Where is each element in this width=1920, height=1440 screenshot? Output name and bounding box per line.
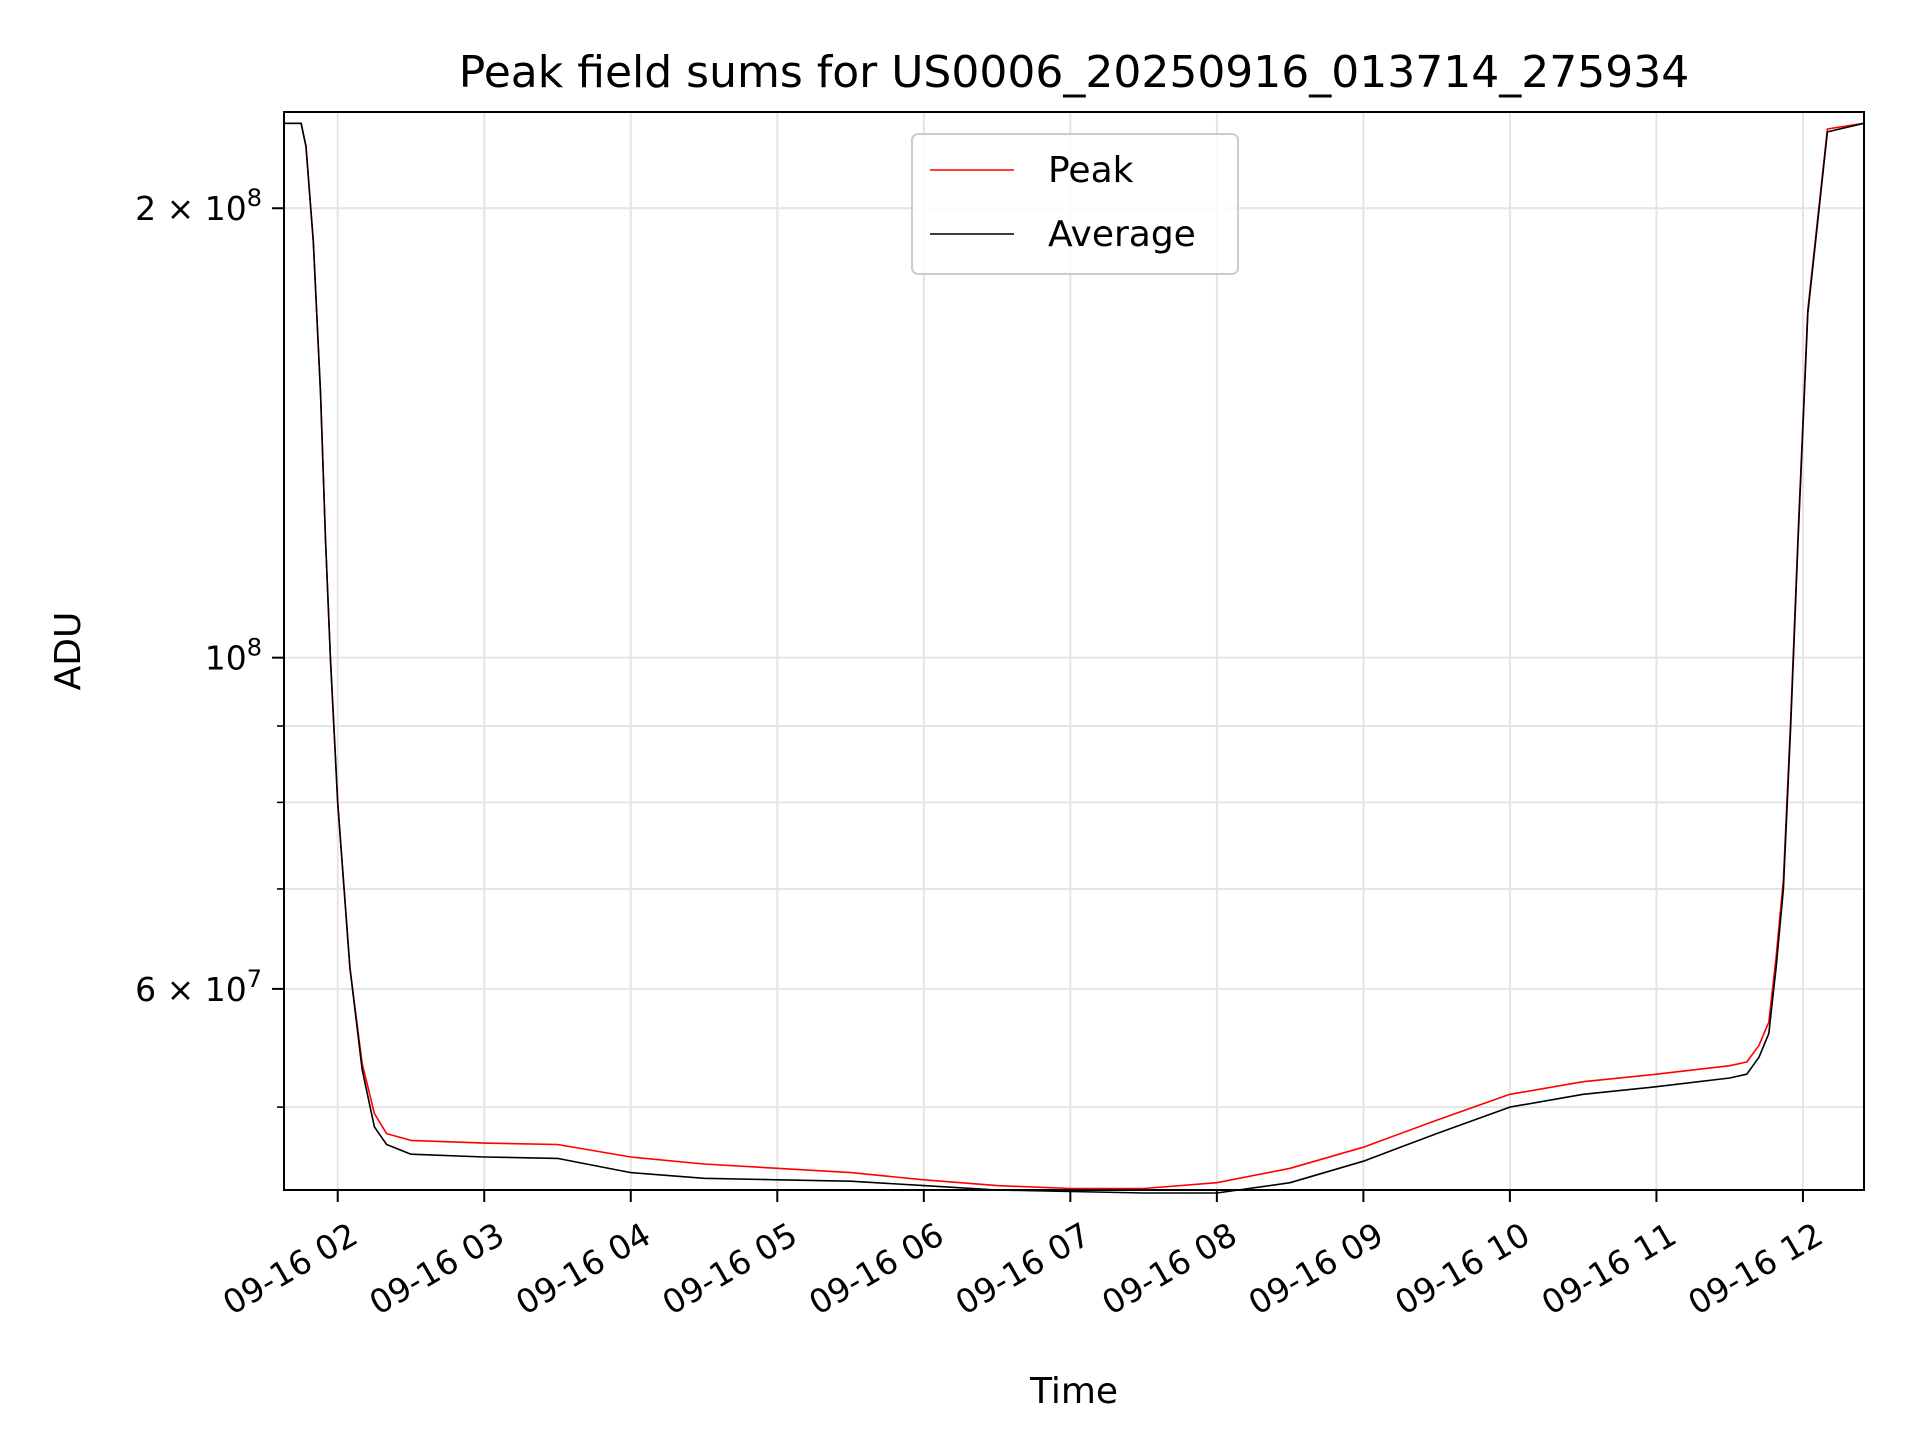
legend-label-peak: Peak [1048,150,1134,191]
x-axis-label: Time [1029,1371,1118,1412]
legend: Peak Average [912,134,1238,274]
chart-title: Peak field sums for US0006_20250916_0137… [459,47,1689,98]
y-axis-label: ADU [48,612,89,691]
y-tick-label: 6 × 107 [135,965,262,1009]
y-tick-label: 2 × 108 [135,184,262,228]
legend-label-average: Average [1048,214,1196,255]
